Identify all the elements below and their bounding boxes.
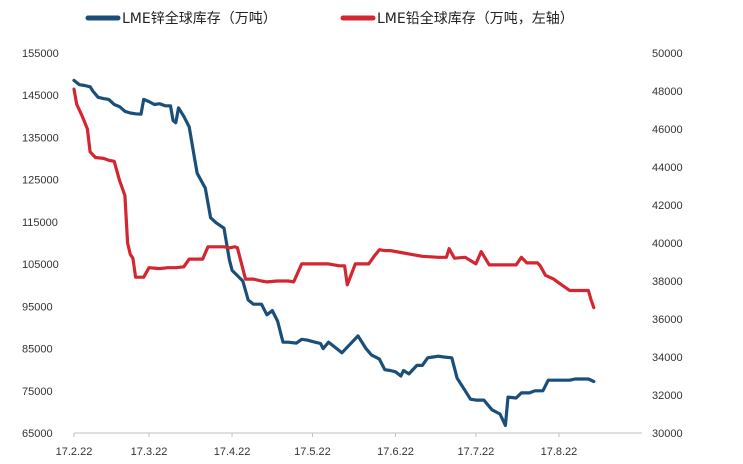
x-tick-label: 17.4.22 <box>214 446 251 458</box>
left-tick-label: 115000 <box>22 217 58 229</box>
left-tick-label: 85000 <box>22 344 53 356</box>
right-tick-label: 32000 <box>652 390 683 402</box>
series-line-1 <box>72 78 596 427</box>
left-tick-label: 145000 <box>22 90 59 102</box>
legend-label: LME铅全球库存（万吨，左轴） <box>377 10 574 27</box>
left-tick-label: 155000 <box>22 48 59 60</box>
x-tick-label: 17.7.22 <box>458 446 495 458</box>
right-tick-label: 38000 <box>652 276 683 288</box>
right-tick-label: 30000 <box>652 428 683 440</box>
x-tick-label: 17.6.22 <box>377 446 414 458</box>
right-y-axis: 50000 48000 46000 44000 42000 40000 38000 36000… <box>652 48 683 440</box>
left-y-axis: 155000 145000 135000 125000 115000 105000 9500… <box>22 48 59 440</box>
left-tick-label: 105000 <box>22 259 59 271</box>
right-tick-label: 42000 <box>652 200 683 212</box>
series-group <box>72 78 596 427</box>
right-tick-label: 40000 <box>652 238 683 250</box>
x-axis: 17.2.22 17.3.22 17.4.22 17.5.22 17.6.22 17.7.… <box>56 432 642 458</box>
left-tick-label: 125000 <box>22 175 59 187</box>
right-tick-label: 48000 <box>652 86 683 98</box>
right-tick-label: 34000 <box>652 352 683 364</box>
series-line-2 <box>72 87 596 310</box>
right-tick-label: 36000 <box>652 314 683 326</box>
x-tick-label: 17.2.22 <box>56 446 93 458</box>
left-tick-label: 135000 <box>22 132 59 144</box>
right-tick-label: 46000 <box>652 124 683 136</box>
legend: LME锌全球库存（万吨） LME铅全球库存（万吨，左轴） <box>85 10 574 27</box>
left-tick-label: 75000 <box>22 386 53 398</box>
left-tick-label: 95000 <box>22 301 53 313</box>
x-tick-label: 17.8.22 <box>541 446 578 458</box>
x-tick-label: 17.5.22 <box>294 446 331 458</box>
right-tick-label: 50000 <box>652 48 683 60</box>
left-tick-label: 65000 <box>22 428 53 440</box>
right-tick-label: 44000 <box>652 162 683 174</box>
legend-label: LME锌全球库存（万吨） <box>122 10 277 27</box>
x-tick-label: 17.3.22 <box>131 446 168 458</box>
